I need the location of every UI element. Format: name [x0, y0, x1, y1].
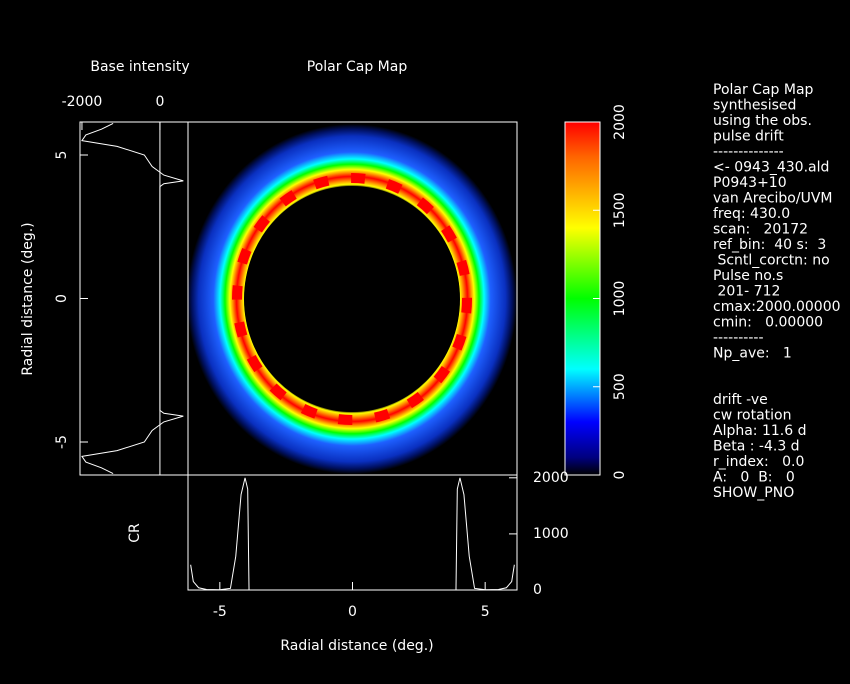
info-line: SHOW_PNO: [713, 485, 794, 501]
y-label: Radial distance (deg.): [20, 222, 36, 375]
info-line: scan: 20172: [713, 222, 808, 238]
top-tick-label: 0: [155, 94, 164, 110]
info-line: using the obs.: [713, 113, 812, 129]
info-line: ----------: [713, 330, 764, 346]
info-line: pulse drift: [713, 129, 784, 145]
info-line: van Arecibo/UVM: [713, 191, 833, 207]
info-line: --------------: [713, 144, 784, 160]
info-line: cmax:2000.00000: [713, 299, 841, 315]
x-label: Radial distance (deg.): [280, 638, 433, 654]
cr-tick-label: 1000: [533, 526, 569, 542]
info-line: <- 0943_430.ald: [713, 160, 829, 176]
info-line: 201- 712: [713, 284, 780, 300]
x-tick-label: 0: [348, 604, 357, 620]
info-line: freq: 430.0: [713, 206, 790, 222]
info-line: cw rotation: [713, 408, 792, 424]
info-line: Polar Cap Map: [713, 82, 814, 98]
info-line: P0943+10: [713, 175, 787, 191]
map-hotspots: [232, 173, 472, 425]
colorbar-tick-label: 2000: [612, 104, 628, 140]
info-line: r_index: 0.0: [713, 454, 804, 470]
cr-tick-label: 0: [533, 582, 542, 598]
cr-tick-label: 2000: [533, 470, 569, 486]
top-tick-label: -2000: [62, 94, 103, 110]
cr-line: [190, 477, 515, 591]
info-line: Np_ave: 1: [713, 346, 792, 362]
colorbar-tick-label: 0: [612, 471, 628, 480]
info-line: Beta : -4.3 d: [713, 439, 800, 455]
info-line: cmin: 0.00000: [713, 315, 823, 331]
y-tick-label: 5: [54, 151, 70, 160]
info-line: Pulse no.s: [713, 268, 783, 284]
left-frame: [79, 121, 189, 476]
x-tick-label: -5: [213, 604, 227, 620]
info-line: Alpha: 11.6 d: [713, 423, 806, 439]
map-center: [244, 186, 460, 412]
y-tick-label: -5: [54, 435, 70, 449]
base-intensity-line: [81, 122, 184, 475]
colorbar-tick-label: 1500: [612, 192, 628, 228]
info-line: Scntl_corctn: no: [713, 253, 830, 269]
colorbar-tick-label: 500: [612, 373, 628, 400]
cr-label: CR: [127, 523, 143, 543]
info-line: synthesised: [713, 98, 796, 114]
map-title: Polar Cap Map: [307, 59, 408, 75]
left-title: Base intensity: [90, 59, 189, 75]
info-line: ref_bin: 40 s: 3: [713, 237, 826, 253]
info-line: A: 0 B: 0: [713, 470, 795, 486]
colorbar-tick-label: 1000: [612, 281, 628, 317]
x-tick-label: 5: [481, 604, 490, 620]
info-line: drift -ve: [713, 392, 768, 408]
y-tick-label: 0: [54, 294, 70, 303]
